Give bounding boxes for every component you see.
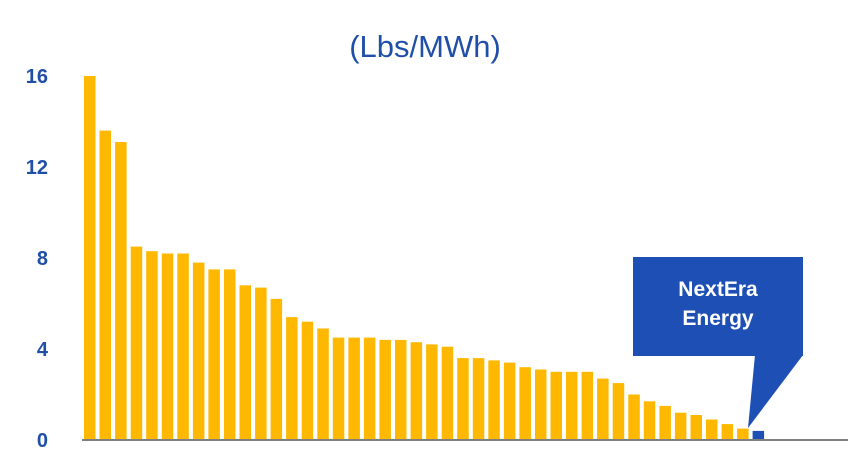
bar — [99, 130, 111, 440]
bar — [612, 383, 625, 440]
bar — [410, 342, 423, 440]
bar — [503, 362, 516, 440]
bar — [239, 285, 251, 440]
bar — [317, 328, 329, 440]
bar — [286, 317, 298, 440]
bar-group — [84, 76, 765, 441]
bar — [224, 269, 236, 440]
bar — [457, 358, 469, 440]
bar — [301, 321, 314, 440]
bar — [161, 253, 174, 440]
bar — [130, 246, 143, 440]
bar — [332, 337, 345, 440]
y-axis-ticks: 0 4 8 12 16 — [26, 66, 49, 451]
bar — [519, 367, 531, 440]
bar — [628, 394, 640, 440]
bar — [270, 298, 283, 440]
bar — [643, 401, 656, 440]
bar — [146, 251, 158, 440]
y-tick-label: 0 — [37, 430, 48, 451]
chart-title: (Lbs/MWh) — [349, 29, 501, 64]
y-tick-label: 16 — [26, 66, 48, 88]
bar — [706, 419, 718, 440]
bar — [255, 287, 267, 440]
y-tick-label: 8 — [37, 248, 48, 270]
callout-label-line1: NextEra — [678, 278, 758, 301]
y-tick-label: 12 — [26, 157, 48, 179]
bar — [690, 415, 702, 440]
bar — [737, 428, 749, 440]
bar — [192, 262, 205, 440]
y-tick-label: 4 — [37, 339, 49, 361]
callout-pointer — [748, 355, 803, 428]
bar — [581, 371, 594, 441]
bar — [208, 269, 220, 440]
bar — [674, 412, 687, 440]
bar — [426, 344, 438, 440]
bar — [535, 369, 547, 440]
bar — [115, 142, 127, 440]
bar — [597, 378, 609, 440]
bar — [379, 339, 391, 440]
callout-box — [633, 257, 803, 356]
bar — [566, 371, 578, 441]
bar — [363, 337, 376, 440]
callout: NextEra Energy — [633, 257, 803, 428]
bar — [659, 405, 671, 440]
bar — [488, 360, 500, 440]
bar — [472, 358, 485, 440]
bar-highlight — [752, 430, 765, 440]
bar — [348, 337, 360, 440]
bar — [550, 371, 562, 441]
bar — [721, 424, 734, 440]
callout-label-line2: Energy — [682, 307, 754, 330]
bar — [441, 346, 454, 440]
bar — [177, 253, 189, 440]
bar — [84, 76, 96, 440]
bar — [395, 339, 407, 440]
